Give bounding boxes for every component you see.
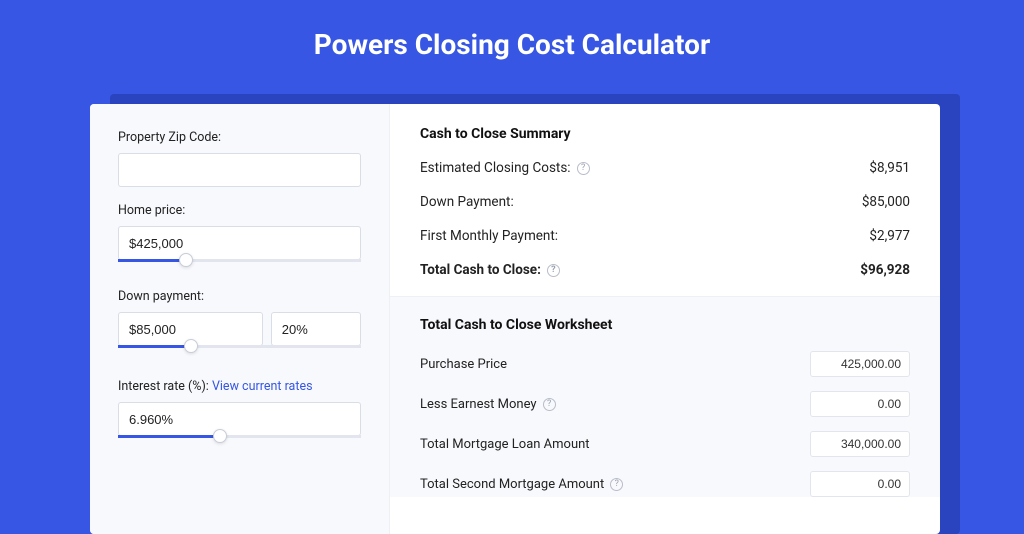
summary-value: $85,000 [862, 194, 910, 210]
summary-value: $8,951 [869, 160, 910, 176]
summary-label-text: Total Cash to Close: [420, 262, 541, 278]
worksheet-label-text: Total Mortgage Loan Amount [420, 437, 590, 452]
worksheet-row-second-mortgage: Total Second Mortgage Amount ? [420, 471, 910, 497]
down-payment-pct-input[interactable] [271, 312, 361, 346]
results-panel: Cash to Close Summary Estimated Closing … [390, 104, 940, 534]
zip-field-group: Property Zip Code: [118, 130, 361, 187]
down-payment-slider[interactable] [118, 345, 361, 359]
summary-value: $96,928 [860, 262, 910, 278]
interest-rate-label-row: Interest rate (%): View current rates [118, 375, 361, 394]
help-icon[interactable]: ? [610, 478, 623, 491]
summary-row-closing-costs: Estimated Closing Costs: ? $8,951 [420, 160, 910, 176]
slider-fill [118, 259, 186, 262]
summary-row-down-payment: Down Payment: $85,000 [420, 194, 910, 210]
worksheet-section: Total Cash to Close Worksheet Purchase P… [390, 296, 940, 497]
home-price-field-group: Home price: [118, 203, 361, 273]
zip-label: Property Zip Code: [118, 130, 361, 145]
worksheet-value-input[interactable] [810, 351, 910, 377]
summary-value: $2,977 [869, 228, 910, 244]
help-icon[interactable]: ? [547, 264, 560, 277]
slider-thumb[interactable] [184, 339, 198, 353]
slider-thumb[interactable] [179, 253, 193, 267]
worksheet-value-input[interactable] [810, 431, 910, 457]
worksheet-label-text: Purchase Price [420, 357, 507, 372]
help-icon[interactable]: ? [577, 162, 590, 175]
worksheet-label: Less Earnest Money ? [420, 397, 556, 412]
down-payment-label: Down payment: [118, 289, 361, 304]
slider-thumb[interactable] [213, 429, 227, 443]
interest-rate-slider[interactable] [118, 435, 361, 449]
worksheet-label: Total Mortgage Loan Amount [420, 437, 590, 452]
home-price-label: Home price: [118, 203, 361, 218]
worksheet-label-text: Less Earnest Money [420, 397, 537, 412]
summary-label: Total Cash to Close: ? [420, 262, 560, 278]
worksheet-label: Total Second Mortgage Amount ? [420, 477, 623, 492]
inputs-panel: Property Zip Code: Home price: Down paym… [90, 104, 390, 534]
summary-label-text: Estimated Closing Costs: [420, 160, 571, 176]
down-payment-row [118, 312, 361, 346]
summary-row-first-payment: First Monthly Payment: $2,977 [420, 228, 910, 244]
home-price-input[interactable] [118, 226, 361, 260]
worksheet-label-text: Total Second Mortgage Amount [420, 477, 604, 492]
worksheet-row-mortgage-amount: Total Mortgage Loan Amount [420, 431, 910, 457]
summary-label-text: Down Payment: [420, 194, 514, 210]
summary-label: Estimated Closing Costs: ? [420, 160, 590, 176]
worksheet-row-earnest-money: Less Earnest Money ? [420, 391, 910, 417]
help-icon[interactable]: ? [543, 398, 556, 411]
down-payment-field-group: Down payment: [118, 289, 361, 359]
page-title: Powers Closing Cost Calculator [0, 0, 1024, 81]
worksheet-label: Purchase Price [420, 357, 507, 372]
worksheet-title: Total Cash to Close Worksheet [420, 317, 910, 333]
worksheet-value-input[interactable] [810, 391, 910, 417]
interest-rate-input[interactable] [118, 402, 361, 436]
view-rates-link[interactable]: View current rates [212, 379, 313, 394]
slider-fill [118, 345, 191, 348]
worksheet-value-input[interactable] [810, 471, 910, 497]
slider-fill [118, 435, 220, 438]
worksheet-row-purchase-price: Purchase Price [420, 351, 910, 377]
summary-label: First Monthly Payment: [420, 228, 558, 244]
interest-rate-label: Interest rate (%): [118, 379, 212, 394]
interest-rate-field-group: Interest rate (%): View current rates [118, 375, 361, 449]
summary-row-total: Total Cash to Close: ? $96,928 [420, 262, 910, 278]
summary-label: Down Payment: [420, 194, 514, 210]
summary-title: Cash to Close Summary [420, 126, 910, 142]
summary-label-text: First Monthly Payment: [420, 228, 558, 244]
home-price-slider[interactable] [118, 259, 361, 273]
zip-input[interactable] [118, 153, 361, 187]
calculator-card: Property Zip Code: Home price: Down paym… [90, 104, 940, 534]
